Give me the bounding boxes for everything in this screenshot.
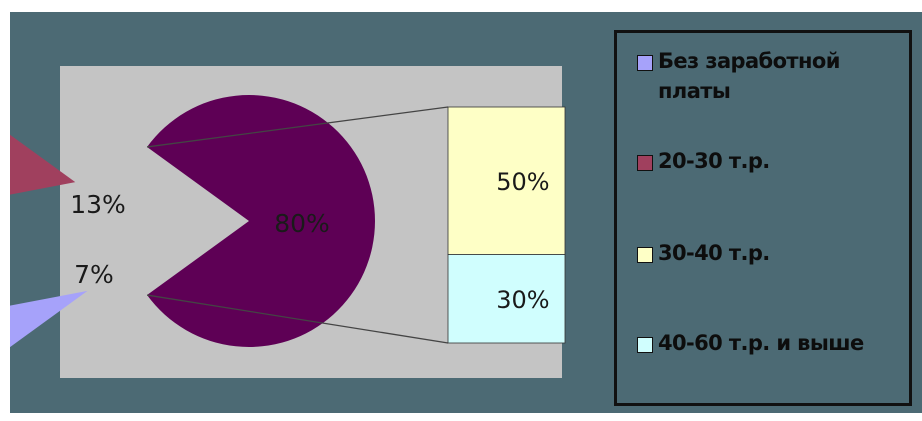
bar-label-30-40: 50% (496, 168, 549, 196)
pie-slice-no-salary (10, 290, 88, 348)
bar-segment-30-40 (447, 106, 566, 255)
legend-item-40-60: 40-60 т.р. и выше (637, 329, 908, 359)
chart-area: 50% 30% 80% 13% 7% Без заработной платы 20-3… (10, 12, 922, 413)
slice-label-20-30: 13% (70, 190, 126, 219)
legend-label: 40-60 т.р. и выше (658, 331, 864, 355)
bar-segment-40-60 (447, 254, 566, 344)
legend-swatch-20-30 (637, 155, 653, 171)
legend-label: 30-40 т.р. (658, 241, 770, 265)
legend-swatch-30-40 (637, 247, 653, 263)
legend-label: Без заработной платы (658, 49, 840, 103)
connector-line-bottom (146, 294, 449, 344)
legend-item-no-salary: Без заработной платы (637, 47, 908, 107)
slice-label-no-salary: 7% (74, 260, 114, 289)
legend: Без заработной платы 20-30 т.р. 30-40 т.… (614, 30, 912, 406)
legend-item-30-40: 30-40 т.р. (637, 239, 908, 269)
legend-label: 20-30 т.р. (658, 149, 770, 173)
legend-swatch-40-60 (637, 337, 653, 353)
pie-slice-20-30 (10, 134, 76, 195)
slice-label-main: 80% (274, 209, 330, 238)
legend-item-20-30: 20-30 т.р. (637, 147, 908, 177)
connector-line-top (146, 106, 449, 148)
pie-slice-main (147, 94, 376, 348)
bar-label-40-60: 30% (496, 286, 549, 314)
pie-chart: 50% 30% 80% 13% 7% (10, 12, 922, 413)
legend-swatch-no-salary (637, 55, 653, 71)
